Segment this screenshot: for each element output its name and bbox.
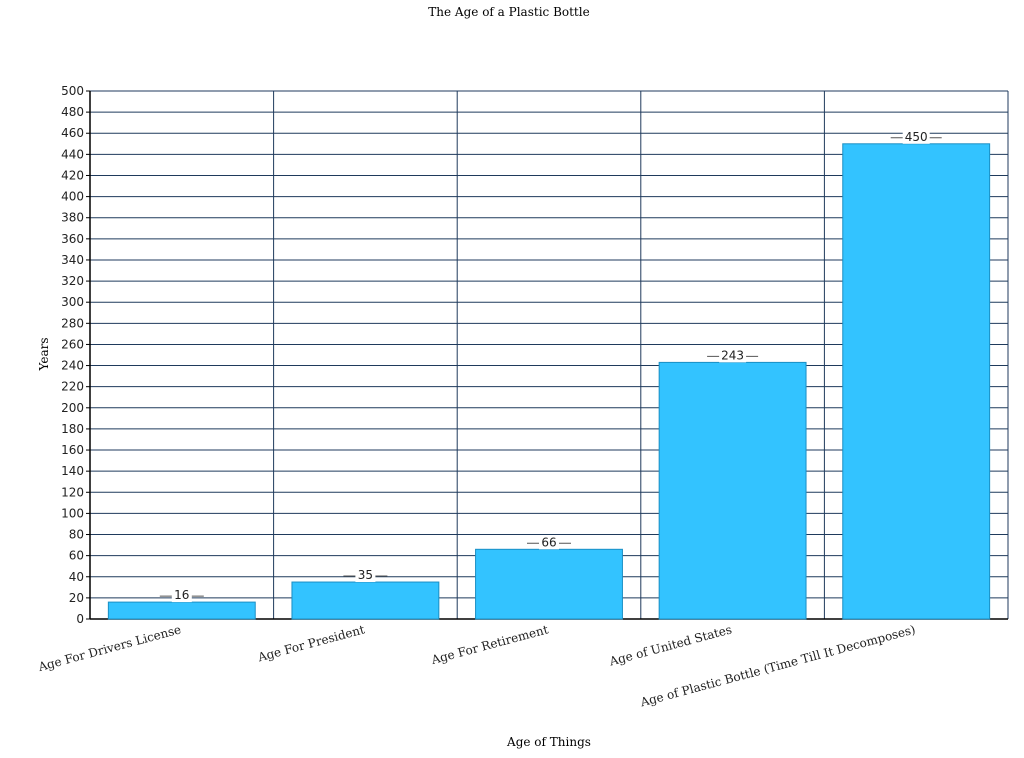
y-tick-label: 100 (61, 506, 84, 520)
y-tick-label: 380 (61, 211, 84, 225)
y-tick-label: 140 (61, 464, 84, 478)
y-tick-label: 120 (61, 485, 84, 499)
y-tick-label: 360 (61, 232, 84, 246)
category-labels: Age For Drivers License Age For President… (36, 622, 917, 709)
y-tick-label: 80 (69, 528, 84, 542)
y-tick-label: 460 (61, 126, 84, 140)
bars-layer (107, 143, 991, 620)
data-labels: 16 35 66 243 450 (159, 129, 942, 603)
data-label: 16 (174, 588, 189, 602)
y-axis-label: Years (37, 337, 51, 371)
bar (475, 548, 623, 620)
x-tick-label: Age For President (255, 622, 366, 664)
y-tick-label: 220 (61, 380, 84, 394)
y-tick-label: 500 (61, 84, 84, 98)
data-label-background (171, 588, 192, 603)
y-tick-label: 0 (76, 612, 84, 626)
bar (658, 361, 807, 620)
y-tick-labels: 0 20 40 60 80 100 120 140 160 180 200 220 240 260 280 3… (61, 84, 84, 626)
x-tick-label: Age For Drivers License (36, 622, 183, 674)
y-tick-label: 160 (61, 443, 84, 457)
data-label-background (719, 348, 747, 363)
y-tick-label: 40 (69, 570, 84, 584)
y-tick-label: 400 (61, 190, 84, 204)
y-tick-label: 320 (61, 274, 84, 288)
data-label: 450 (905, 130, 928, 144)
y-tick-label: 260 (61, 337, 84, 351)
y-tick-label: 60 (69, 549, 84, 563)
y-tick-label: 300 (61, 295, 84, 309)
data-label: 243 (721, 348, 744, 362)
x-tick-label: Age of United States (607, 622, 733, 668)
y-tick-label: 240 (61, 359, 84, 373)
y-tick-label: 420 (61, 168, 84, 182)
x-tick-label: Age For Retirement (429, 622, 550, 667)
y-tick-label: 440 (61, 147, 84, 161)
y-tick-label: 200 (61, 401, 84, 415)
data-label-background (355, 568, 376, 583)
bar (291, 581, 440, 620)
y-tick-label: 480 (61, 105, 84, 119)
data-label-background (902, 129, 930, 144)
bar (107, 601, 256, 620)
data-label: 66 (541, 535, 556, 549)
y-tick-label: 20 (69, 591, 84, 605)
y-tick-label: 340 (61, 253, 84, 267)
data-label: 35 (358, 568, 373, 582)
y-tick-label: 280 (61, 316, 84, 330)
bar (842, 143, 991, 620)
x-axis-label: Age of Things (506, 735, 591, 749)
chart-title: The Age of a Plastic Bottle (428, 5, 589, 19)
data-label-background (539, 535, 559, 550)
y-tick-label: 180 (61, 422, 84, 436)
